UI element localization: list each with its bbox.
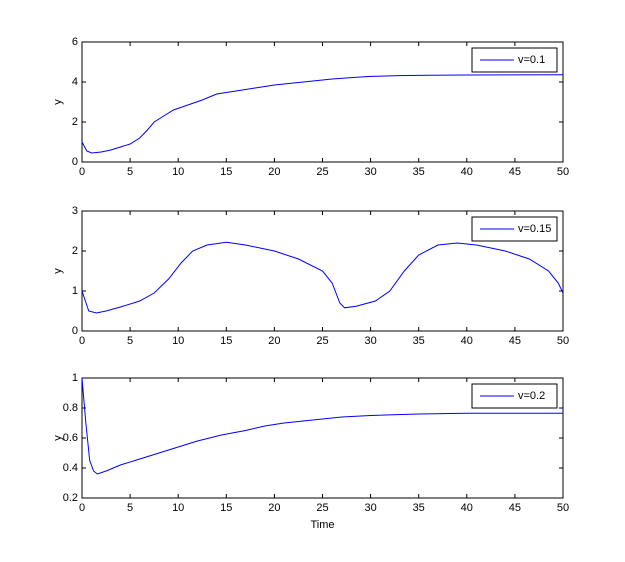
x-tick-label: 30 <box>364 335 376 347</box>
x-tick-label: 25 <box>316 335 328 347</box>
y-tick-label: 6 <box>72 36 78 48</box>
x-tick-label: 5 <box>127 166 133 178</box>
y-tick-label: 0.6 <box>63 432 78 444</box>
x-tick-label: 15 <box>220 166 232 178</box>
x-tick-label: 0 <box>79 502 85 514</box>
y-tick-label: 0.8 <box>63 402 78 414</box>
x-tick-label: 5 <box>127 335 133 347</box>
x-tick-label: 50 <box>557 502 569 514</box>
x-tick-label: 35 <box>413 335 425 347</box>
data-line <box>81 241 564 314</box>
x-tick-label: 0 <box>79 335 85 347</box>
x-tick-label: 15 <box>220 502 232 514</box>
x-tick-label: 45 <box>509 166 521 178</box>
x-tick-label: 10 <box>172 166 184 178</box>
x-tick-label: 25 <box>316 166 328 178</box>
y-axis-label: y <box>52 268 64 274</box>
x-axis-label: Time <box>310 519 334 531</box>
x-tick-label: 50 <box>557 335 569 347</box>
y-tick-label: 2 <box>72 116 78 128</box>
x-tick-label: 30 <box>364 502 376 514</box>
x-tick-label: 0 <box>79 166 85 178</box>
data-line <box>81 74 564 154</box>
legend-box <box>471 47 558 73</box>
legend-label: v=0.1 <box>518 54 545 66</box>
x-tick-label: 25 <box>316 502 328 514</box>
y-tick-label: 4 <box>72 76 78 88</box>
y-tick-label: 1 <box>72 372 78 384</box>
x-tick-label: 20 <box>268 166 280 178</box>
x-tick-label: 20 <box>268 335 280 347</box>
legend-label: v=0.2 <box>518 390 545 402</box>
data-line <box>81 377 563 475</box>
x-tick-label: 20 <box>268 502 280 514</box>
y-tick-label: 2 <box>72 245 78 257</box>
y-tick-label: 0.4 <box>63 462 78 474</box>
x-tick-label: 45 <box>509 335 521 347</box>
x-tick-label: 45 <box>509 502 521 514</box>
x-tick-label: 5 <box>127 502 133 514</box>
x-tick-label: 10 <box>172 335 184 347</box>
x-tick-label: 10 <box>172 502 184 514</box>
y-axis-label: y <box>52 435 64 441</box>
x-tick-label: 40 <box>461 335 473 347</box>
y-tick-label: 0 <box>72 156 78 168</box>
x-tick-label: 40 <box>461 502 473 514</box>
legend-label: v=0.15 <box>518 223 551 235</box>
x-tick-label: 35 <box>413 502 425 514</box>
y-tick-label: 0 <box>72 325 78 337</box>
y-tick-label: 0.2 <box>63 492 78 504</box>
x-tick-label: 50 <box>557 166 569 178</box>
x-tick-label: 40 <box>461 166 473 178</box>
y-tick-label: 1 <box>72 285 78 297</box>
y-tick-label: 3 <box>72 205 78 217</box>
x-tick-label: 15 <box>220 335 232 347</box>
x-tick-label: 30 <box>364 166 376 178</box>
x-tick-label: 35 <box>413 166 425 178</box>
y-axis-label: y <box>52 99 64 105</box>
